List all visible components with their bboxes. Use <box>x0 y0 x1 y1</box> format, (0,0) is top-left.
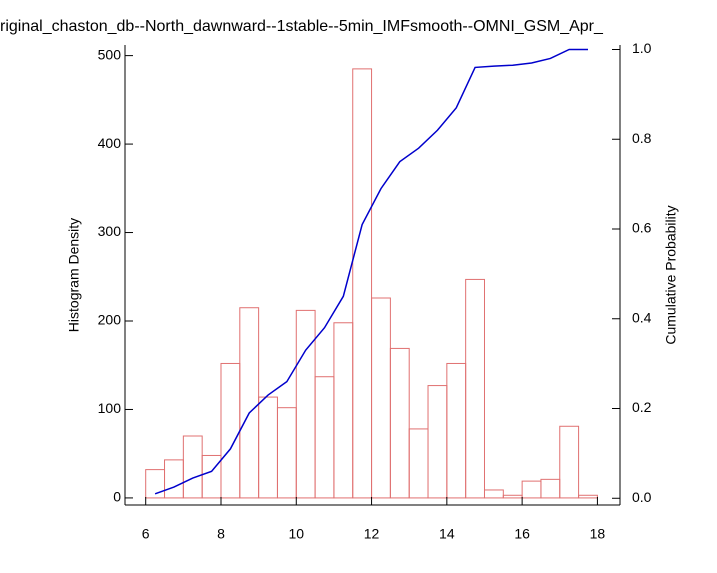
bar <box>258 396 278 499</box>
bar <box>465 278 485 499</box>
y2-tick-label: 0.6 <box>632 220 652 236</box>
bar <box>333 322 354 499</box>
x-tick-label: 18 <box>590 526 606 542</box>
bar <box>182 435 203 499</box>
bar <box>314 376 335 499</box>
x-tick-label: 14 <box>439 526 455 542</box>
cumulative-line <box>154 48 589 495</box>
x-tick-label: 10 <box>288 526 304 542</box>
bar <box>201 454 222 499</box>
bar <box>427 385 448 499</box>
bar <box>483 489 504 499</box>
y2-tick-label: 0.4 <box>632 309 652 325</box>
bar <box>408 428 429 499</box>
x-tick-label: 12 <box>364 526 380 542</box>
bar <box>239 307 260 499</box>
bar <box>502 494 523 499</box>
y2-axis-label: Cumulative Probability <box>663 205 679 344</box>
bar <box>276 407 297 499</box>
y2-tick-label: 0.2 <box>632 399 652 415</box>
y-tick-label: 300 <box>98 223 122 239</box>
chart-title: riginal_chaston_db--North_dawnward--1sta… <box>0 18 604 35</box>
x-tick-label: 6 <box>142 526 150 542</box>
bar <box>295 309 316 499</box>
bar <box>352 68 373 499</box>
bar <box>559 425 580 499</box>
bar <box>521 480 542 499</box>
bar <box>220 362 241 499</box>
y-axis-label: Histogram Density <box>66 218 82 332</box>
bar <box>446 362 467 499</box>
y-tick-label: 400 <box>98 135 122 151</box>
bar <box>164 459 184 499</box>
y-tick-label: 200 <box>98 312 122 328</box>
bar <box>371 297 391 499</box>
y2-tick-label: 1.0 <box>632 40 652 56</box>
bar <box>578 494 598 499</box>
y-tick-label: 0 <box>113 489 121 505</box>
bar <box>389 347 410 499</box>
x-tick-label: 16 <box>514 526 530 542</box>
y-tick-label: 500 <box>98 46 122 62</box>
y-tick-label: 100 <box>98 400 122 416</box>
bar <box>540 478 561 499</box>
y2-tick-label: 0.8 <box>632 130 652 146</box>
x-tick-label: 8 <box>217 526 225 542</box>
y2-tick-label: 0.0 <box>632 489 652 505</box>
